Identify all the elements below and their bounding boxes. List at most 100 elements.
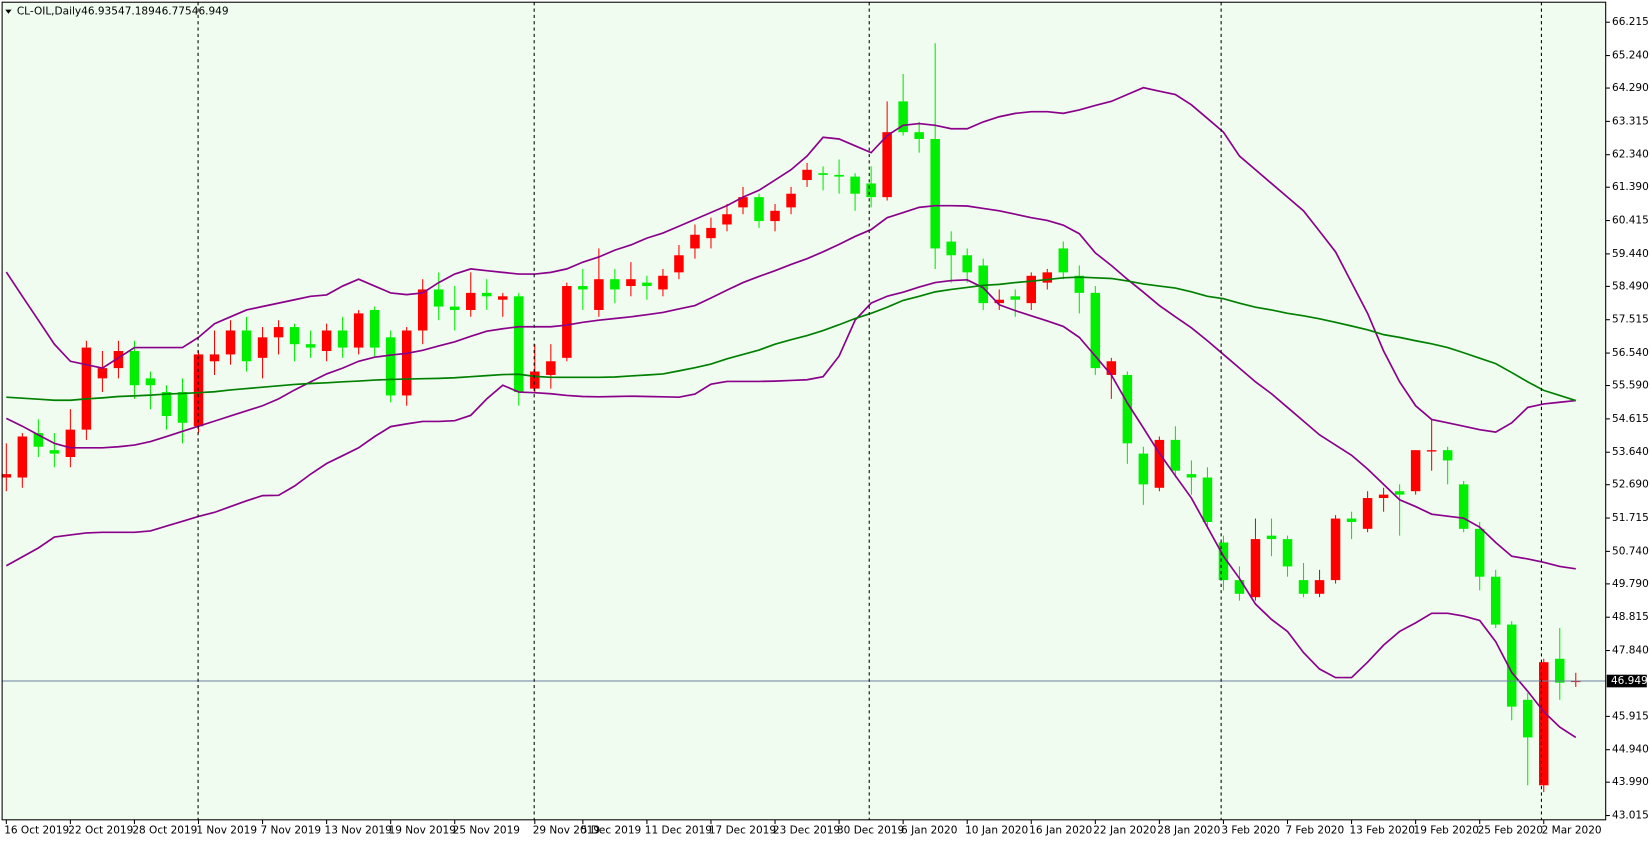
- candle-body: [1490, 576, 1501, 625]
- candle-body: [1298, 580, 1309, 594]
- candle-body: [1154, 439, 1165, 488]
- candle-body: [1378, 494, 1389, 499]
- x-tick-label: 13 Nov 2019: [325, 824, 392, 836]
- x-tick-label: 28 Jan 2020: [1157, 824, 1220, 836]
- candle-body: [1058, 248, 1069, 273]
- candle-body: [1314, 580, 1325, 594]
- x-tick-label: 7 Nov 2019: [260, 824, 321, 836]
- x-tick-label: 10 Jan 2020: [965, 824, 1028, 836]
- candle-body: [818, 173, 828, 175]
- y-tick-label: 45.915: [1612, 710, 1649, 722]
- candle-body: [113, 351, 124, 369]
- x-tick-label: 22 Oct 2019: [68, 824, 133, 836]
- candle-body: [578, 286, 588, 290]
- candle-body: [97, 368, 108, 379]
- chart-title: CL-OIL,Daily: [17, 6, 81, 18]
- candle-body: [449, 306, 460, 310]
- candle-body: [690, 234, 700, 249]
- candle-body: [482, 292, 492, 297]
- y-tick-label: 44.940: [1612, 744, 1649, 756]
- candle-body: [1122, 374, 1133, 444]
- candle-body: [385, 337, 396, 396]
- candle-body: [161, 392, 172, 416]
- candle-body: [1218, 542, 1229, 581]
- candle-body: [562, 286, 572, 358]
- x-tick-label: 11 Dec 2019: [645, 824, 712, 836]
- candle-body: [209, 354, 220, 362]
- price-marker-label: 46.949: [1611, 675, 1648, 687]
- y-tick-label: 55.590: [1612, 380, 1649, 392]
- x-tick-label: 29 Nov 2019: [533, 824, 600, 836]
- candle-body: [17, 436, 28, 478]
- candle-body: [433, 289, 444, 307]
- y-tick-label: 57.515: [1612, 314, 1649, 326]
- x-tick-label: 6 Jan 2020: [901, 824, 957, 836]
- candle-body: [802, 169, 812, 181]
- x-tick-label: 25 Nov 2019: [453, 824, 520, 836]
- candle-body: [241, 330, 252, 362]
- candle-body: [321, 330, 332, 352]
- y-tick-label: 62.340: [1612, 149, 1649, 161]
- indicator-line: [6, 276, 1577, 402]
- y-tick-label: 52.690: [1612, 479, 1649, 491]
- x-tick-label: 28 Oct 2019: [132, 824, 197, 836]
- x-tick-label: 22 Jan 2020: [1093, 824, 1156, 836]
- candle-body: [81, 347, 92, 430]
- candle-body: [786, 193, 796, 208]
- candle-body: [177, 392, 188, 423]
- candle-body: [1282, 539, 1293, 567]
- candle-body: [770, 210, 780, 222]
- candle-body: [642, 282, 652, 287]
- candle-body: [594, 279, 604, 310]
- y-tick-label: 61.390: [1612, 181, 1649, 193]
- price-marker: [1606, 674, 1647, 688]
- candle-body: [369, 309, 380, 348]
- y-tick-label: 49.790: [1612, 578, 1649, 590]
- y-tick-label: 43.990: [1612, 776, 1649, 788]
- y-tick-label: 54.615: [1612, 413, 1649, 425]
- candle-body: [1266, 535, 1277, 540]
- candle-body: [1362, 498, 1373, 529]
- y-tick-label: 48.815: [1612, 611, 1649, 623]
- x-tick-label: 16 Jan 2020: [1029, 824, 1092, 836]
- y-tick-label: 65.240: [1612, 50, 1649, 62]
- candle-body: [353, 313, 364, 348]
- candle-body: [305, 344, 316, 348]
- y-tick-label: 43.015: [1612, 810, 1649, 822]
- candle-body: [498, 296, 508, 300]
- candle-body: [898, 101, 908, 133]
- y-tick-label: 56.540: [1612, 347, 1649, 359]
- candle-body: [145, 378, 156, 386]
- candle-body: [1026, 275, 1037, 304]
- header-open: 46.935: [81, 6, 118, 18]
- x-tick-label: 1 Nov 2019: [196, 824, 257, 836]
- candle-body: [1426, 450, 1437, 452]
- header-close: 46.949: [192, 6, 229, 18]
- candle-body: [257, 337, 268, 358]
- candle-body: [289, 327, 300, 345]
- x-tick-label: 13 Feb 2020: [1349, 824, 1414, 836]
- candle-body: [738, 197, 748, 208]
- candle-body: [1506, 624, 1517, 707]
- candle-body: [674, 255, 684, 273]
- y-tick-label: 63.315: [1612, 115, 1649, 127]
- candle-body: [1186, 474, 1197, 478]
- candle-body: [546, 361, 556, 375]
- y-tick-label: 58.490: [1612, 280, 1649, 292]
- candle-body: [417, 289, 428, 331]
- candle-body: [65, 429, 76, 458]
- candle-body: [882, 132, 892, 198]
- candle-body: [1010, 296, 1020, 300]
- candle-body: [401, 330, 412, 396]
- y-tick-label: 60.415: [1612, 215, 1649, 227]
- x-tick-label: 30 Dec 2019: [837, 824, 904, 836]
- x-tick-label: 7 Feb 2020: [1285, 824, 1344, 836]
- header-high: 47.189: [118, 6, 155, 18]
- candle-body: [626, 279, 636, 287]
- candle-body: [1522, 699, 1533, 738]
- candle-body: [1410, 450, 1421, 492]
- candle-body: [1458, 484, 1469, 529]
- candle-body: [514, 296, 524, 393]
- candle-body: [1170, 439, 1181, 471]
